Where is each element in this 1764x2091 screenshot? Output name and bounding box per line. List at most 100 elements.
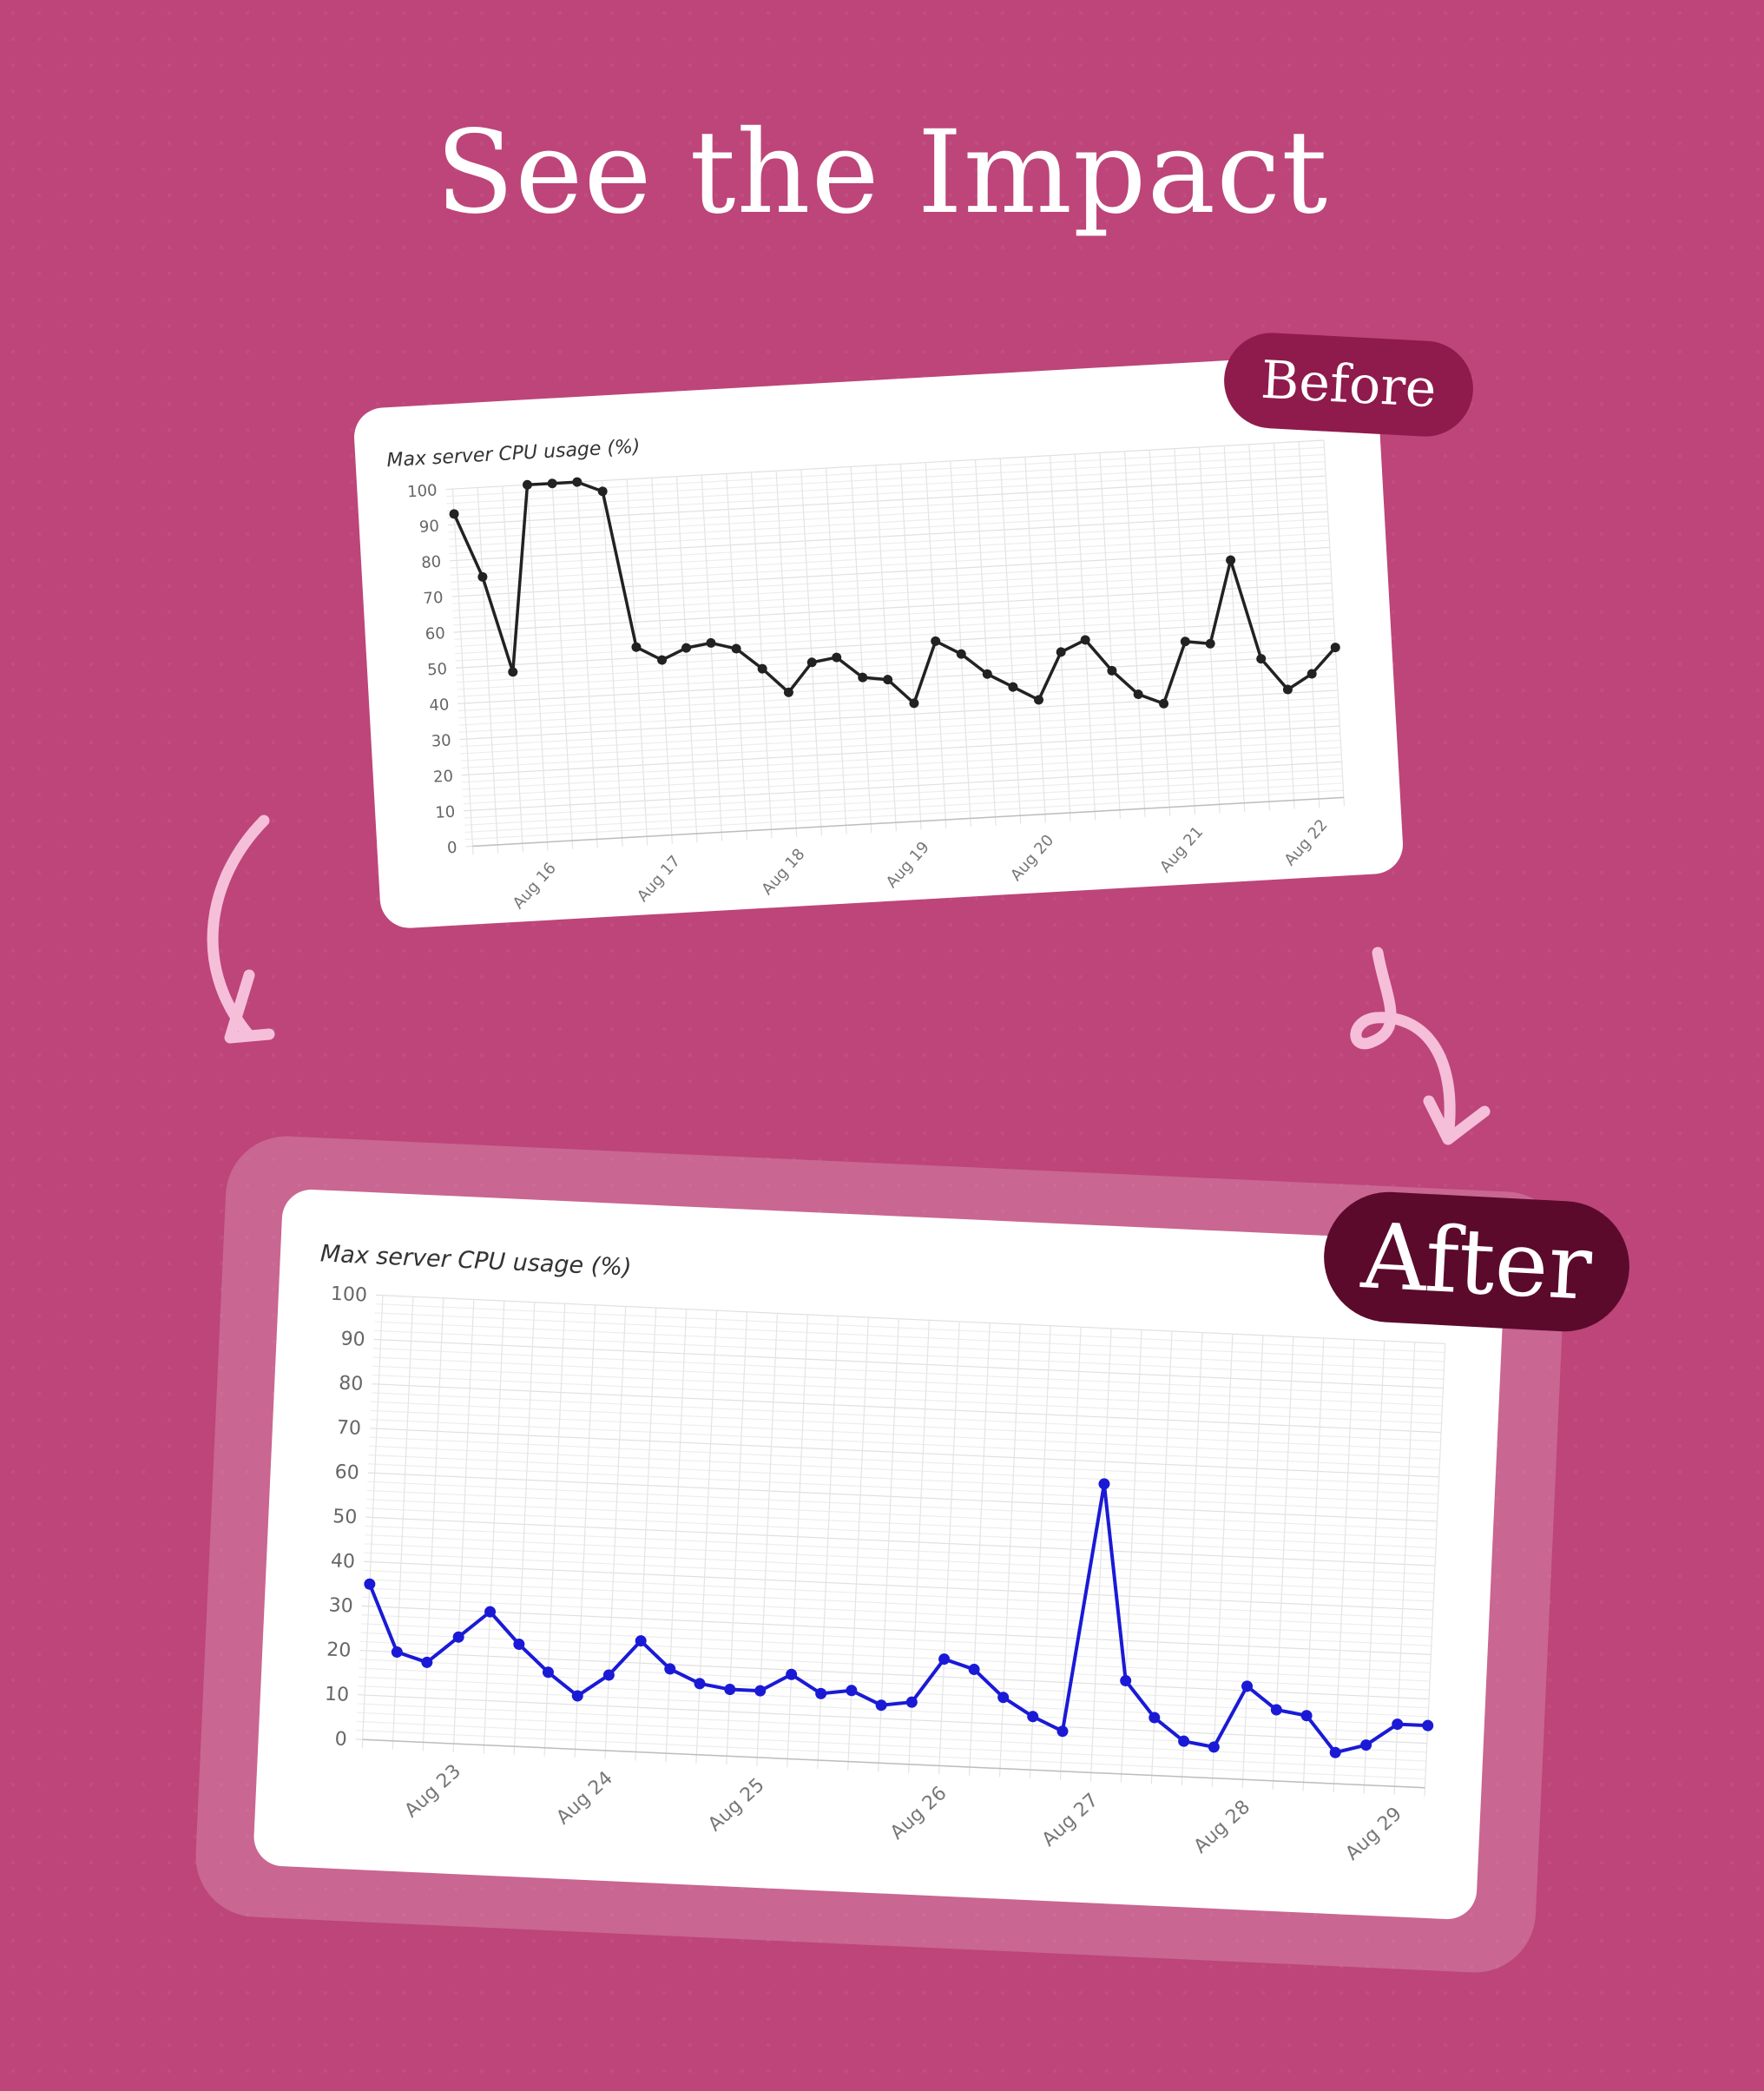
data-point <box>635 1635 647 1647</box>
gridline-v <box>576 482 598 848</box>
gridline-h <box>373 1348 1443 1398</box>
gridline-h <box>367 1472 1438 1522</box>
data-point <box>391 1646 403 1659</box>
gridline-v <box>1241 1335 1264 1789</box>
y-tick-label: 100 <box>407 481 438 501</box>
gridline-h <box>445 439 1324 491</box>
data-point <box>681 643 692 653</box>
gridline-v <box>1272 1336 1294 1790</box>
gridline-h <box>372 1356 1443 1407</box>
data-point <box>477 571 488 582</box>
gridline-h <box>451 539 1330 590</box>
gridline-v <box>452 1299 475 1752</box>
gridline-v <box>1049 455 1071 822</box>
gridline-h <box>447 468 1326 519</box>
gridline-v <box>1089 1328 1112 1782</box>
data-point <box>754 1685 767 1697</box>
gridline-h <box>449 504 1328 555</box>
gridline-v <box>899 464 922 830</box>
data-point <box>858 672 868 683</box>
y-tick-label: 60 <box>334 1461 359 1484</box>
x-axis <box>362 1738 1425 1789</box>
x-tick-label: Aug 29 <box>1341 1804 1405 1865</box>
data-point <box>1120 1674 1132 1686</box>
gridline-h <box>372 1383 1442 1434</box>
grid <box>355 1294 1446 1797</box>
gridline-v <box>950 461 972 828</box>
gridline-v <box>750 472 773 839</box>
x-tick-label: Aug 20 <box>1007 831 1057 885</box>
data-point <box>1056 647 1066 657</box>
gridline-h <box>365 1516 1436 1567</box>
gridline-h <box>369 1445 1438 1495</box>
gridline-h <box>463 747 1341 797</box>
gridline-v <box>847 1317 869 1771</box>
data-point <box>364 1578 376 1590</box>
data-point <box>786 1668 798 1680</box>
gridline-h <box>455 618 1334 669</box>
gridline-v <box>392 1296 414 1750</box>
data-point <box>1178 1735 1190 1747</box>
gridline-h <box>368 1463 1438 1514</box>
gridline-h <box>464 761 1342 812</box>
gridline-h <box>361 1614 1431 1665</box>
gridline-v <box>787 1314 809 1768</box>
gridline-v <box>878 1318 899 1772</box>
gridline-h <box>371 1401 1441 1451</box>
gridline-h <box>356 1720 1426 1771</box>
data-point <box>694 1678 706 1690</box>
y-tick-label: 90 <box>418 518 439 537</box>
data-point <box>909 698 919 709</box>
gridline-h <box>357 1703 1427 1753</box>
data-point <box>1422 1719 1434 1732</box>
gridline-v <box>601 480 623 847</box>
gridline-h <box>457 639 1335 690</box>
gridline-v <box>543 1303 566 1757</box>
gridline-h <box>450 525 1329 576</box>
gridline-h <box>359 1659 1429 1709</box>
after-chart: Max server CPU usage (%) 0 10 20 30 40 50 60 70 8… <box>319 1240 1446 1865</box>
data-point <box>815 1687 827 1699</box>
data-point <box>1330 643 1340 653</box>
gridline-h <box>447 475 1326 526</box>
chart-title: Max server CPU usage (%) <box>319 1240 632 1281</box>
gridline-h <box>461 725 1340 776</box>
gridline-h <box>365 1507 1436 1558</box>
gridline-h <box>459 689 1339 741</box>
gridline-v <box>701 475 723 841</box>
data-point <box>1241 1680 1254 1692</box>
y-tick-label: 80 <box>421 553 442 572</box>
data-point <box>513 1639 525 1651</box>
data-point <box>875 1699 887 1712</box>
data-point <box>997 1692 1010 1704</box>
data-point <box>905 1696 918 1708</box>
gridline-h <box>448 482 1326 533</box>
data-point <box>1256 654 1267 664</box>
data-point <box>706 637 716 648</box>
data-point <box>484 1606 497 1618</box>
gridline-v <box>422 1297 444 1751</box>
after-badge: After <box>1320 1188 1633 1336</box>
gridline-v <box>626 478 648 846</box>
data-point <box>1208 1741 1220 1753</box>
gridline-v <box>1123 451 1146 818</box>
data-point <box>657 655 668 665</box>
y-tick-label: 0 <box>334 1728 347 1751</box>
gridline-h <box>464 775 1343 826</box>
gridline-h <box>364 1552 1434 1602</box>
data-point <box>731 643 741 654</box>
data-point <box>968 1663 980 1675</box>
gridline-h <box>460 711 1339 762</box>
gridline-h <box>462 732 1340 783</box>
gridline-v <box>1198 446 1221 814</box>
gridline-v <box>1174 448 1196 815</box>
gridline-h <box>359 1640 1430 1691</box>
data-point <box>571 1690 583 1702</box>
data-point <box>1270 1704 1282 1716</box>
x-tick-label: Aug 16 <box>510 859 560 913</box>
after-chart-card: Max server CPU usage (%) 0 10 20 30 40 50 60 70 8… <box>253 1188 1506 1921</box>
gridline-h <box>454 597 1333 648</box>
gridline-h <box>369 1428 1439 1478</box>
y-tick-label: 10 <box>435 803 456 822</box>
data-point <box>631 642 642 652</box>
